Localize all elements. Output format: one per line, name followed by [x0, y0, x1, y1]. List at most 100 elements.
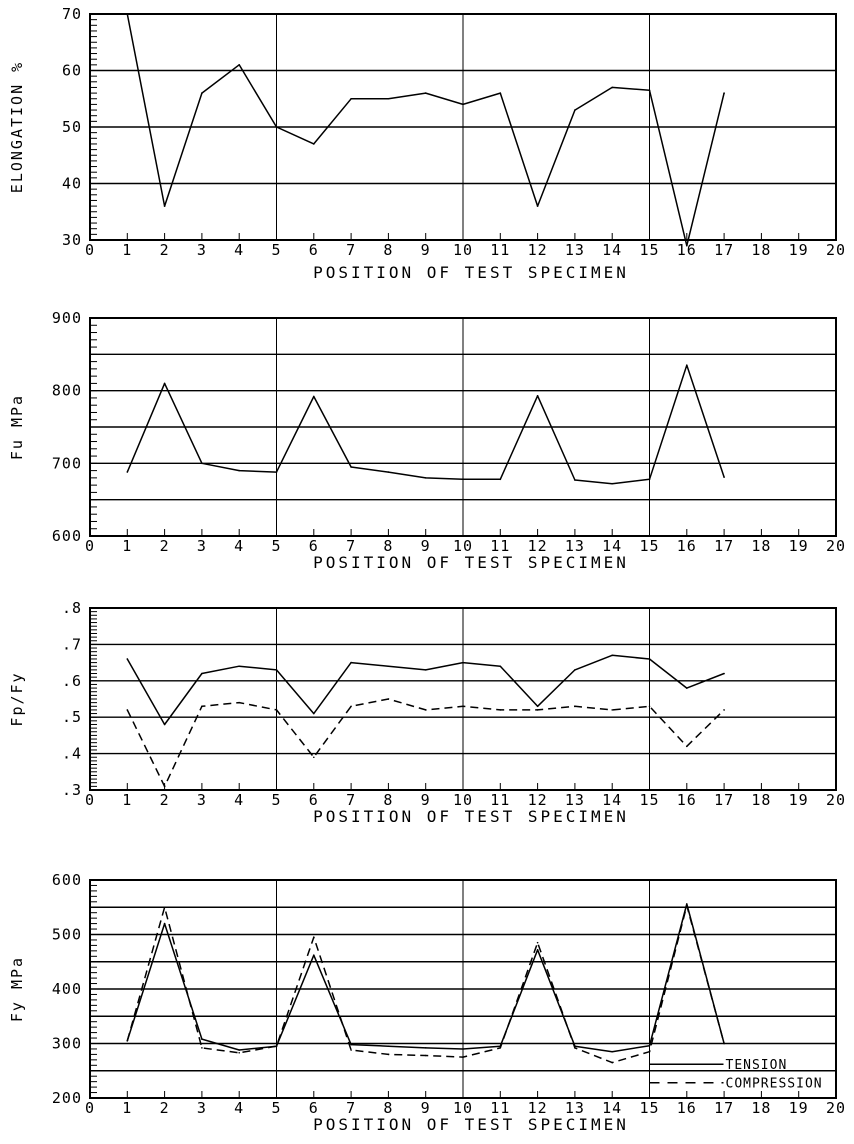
- x-tick-label: 3: [197, 537, 207, 555]
- data-point: [648, 478, 651, 481]
- x-tick-label: 9: [421, 241, 431, 259]
- x-tick-label: 5: [271, 537, 281, 555]
- x-tick-label: 7: [346, 537, 356, 555]
- data-point: [499, 665, 502, 668]
- data-point: [313, 395, 315, 398]
- x-tick-label: 20: [826, 791, 846, 809]
- data-point: [686, 364, 688, 367]
- x-tick-label: 20: [826, 241, 846, 259]
- data-point: [686, 904, 688, 907]
- data-point: [574, 109, 576, 111]
- data-point: [313, 954, 315, 957]
- x-tick-label: 16: [677, 537, 697, 555]
- data-point: [424, 1054, 427, 1057]
- x-tick-label: 18: [751, 241, 771, 259]
- y-axis-label: Fy MPa: [8, 956, 26, 1022]
- data-point: [499, 709, 502, 711]
- x-tick-label: 1: [122, 791, 132, 809]
- x-tick-label: 16: [677, 241, 697, 259]
- x-tick-label: 19: [789, 791, 809, 809]
- data-point: [611, 86, 613, 89]
- x-axis-label: POSITION OF TEST SPECIMEN: [313, 553, 629, 572]
- data-point: [387, 665, 390, 668]
- data-point: [648, 1050, 651, 1053]
- data-point: [499, 478, 502, 481]
- data-point: [126, 471, 129, 473]
- data-point: [462, 1048, 464, 1050]
- data-point: [126, 13, 129, 15]
- data-point: [499, 92, 502, 94]
- x-tick-label: 17: [714, 1099, 734, 1117]
- data-point: [387, 471, 390, 473]
- y-tick-label: 600: [52, 527, 82, 545]
- data-point: [387, 1053, 390, 1056]
- data-point: [275, 1045, 278, 1048]
- data-point: [462, 103, 464, 106]
- data-point: [648, 89, 651, 92]
- y-tick-label: 800: [52, 382, 82, 400]
- data-point: [313, 712, 315, 715]
- data-point: [462, 661, 464, 664]
- data-point: [723, 1042, 725, 1045]
- x-tick-label: 0: [85, 537, 95, 555]
- x-tick-label: 1: [122, 537, 132, 555]
- data-point: [387, 1045, 390, 1048]
- data-point: [201, 1047, 203, 1049]
- x-tick-label: 5: [271, 1099, 281, 1117]
- data-point: [163, 785, 166, 788]
- data-point: [163, 205, 166, 207]
- x-tick-label: 6: [309, 241, 319, 259]
- series-line: [126, 698, 725, 788]
- x-tick-label: 8: [383, 791, 393, 809]
- data-point: [536, 205, 539, 207]
- x-tick-label: 0: [85, 791, 95, 809]
- x-tick-label: 12: [528, 1099, 548, 1117]
- data-point: [424, 92, 427, 94]
- series-line: [126, 364, 725, 485]
- x-tick-label: 8: [383, 241, 393, 259]
- x-tick-label: 3: [197, 791, 207, 809]
- data-point: [536, 948, 539, 951]
- data-point: [350, 466, 352, 468]
- data-point: [350, 661, 352, 664]
- data-point: [163, 382, 166, 385]
- y-tick-label: .5: [62, 708, 82, 726]
- data-point: [686, 687, 688, 689]
- x-tick-label: 15: [639, 537, 659, 555]
- x-tick-label: 9: [421, 1099, 431, 1117]
- data-point: [462, 1056, 464, 1058]
- data-point: [648, 1044, 651, 1047]
- data-point: [126, 709, 129, 711]
- x-tick-label: 6: [309, 1099, 319, 1117]
- x-tick-label: 11: [490, 241, 510, 259]
- y-tick-label: 600: [52, 871, 82, 889]
- data-point: [574, 479, 576, 481]
- data-point: [723, 672, 725, 675]
- x-tick-label: 2: [160, 1099, 170, 1117]
- x-tick-label: 17: [714, 241, 734, 259]
- plot-frame: [89, 13, 837, 241]
- x-tick-label: 8: [383, 1099, 393, 1117]
- x-tick-label: 15: [639, 791, 659, 809]
- x-tick-label: 14: [602, 1099, 622, 1117]
- series-line: [126, 654, 725, 726]
- x-tick-label: 12: [528, 791, 548, 809]
- x-tick-label: 17: [714, 537, 734, 555]
- data-point: [686, 745, 688, 748]
- data-point: [275, 126, 278, 128]
- data-point: [648, 658, 651, 660]
- data-point: [536, 705, 539, 708]
- data-point: [313, 143, 315, 145]
- data-point: [238, 469, 240, 472]
- x-tick-label: 17: [714, 791, 734, 809]
- data-point: [723, 709, 725, 711]
- x-tick-label: 0: [85, 1099, 95, 1117]
- x-tick-label: 20: [826, 537, 846, 555]
- x-tick-label: 10: [453, 791, 473, 809]
- x-tick-label: 18: [751, 537, 771, 555]
- data-point: [611, 482, 613, 485]
- data-point: [275, 669, 278, 671]
